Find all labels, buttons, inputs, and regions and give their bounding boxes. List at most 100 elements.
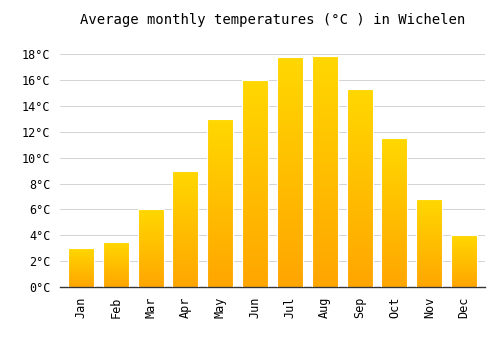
- Bar: [346, 141, 372, 143]
- Bar: [312, 144, 338, 146]
- Bar: [382, 250, 407, 251]
- Bar: [172, 257, 199, 258]
- Bar: [138, 244, 164, 245]
- Bar: [382, 193, 407, 195]
- Bar: [346, 214, 372, 216]
- Bar: [172, 239, 199, 240]
- Bar: [172, 222, 199, 223]
- Bar: [207, 245, 234, 247]
- Bar: [68, 254, 94, 255]
- Bar: [312, 254, 338, 257]
- Bar: [382, 280, 407, 281]
- Bar: [242, 82, 268, 84]
- Bar: [138, 210, 164, 211]
- Bar: [207, 226, 234, 228]
- Bar: [312, 252, 338, 254]
- Bar: [242, 101, 268, 103]
- Bar: [242, 138, 268, 140]
- Bar: [312, 56, 338, 58]
- Bar: [138, 280, 164, 281]
- Bar: [382, 164, 407, 165]
- Bar: [346, 285, 372, 287]
- Bar: [242, 153, 268, 155]
- Bar: [207, 153, 234, 154]
- Bar: [382, 155, 407, 156]
- Bar: [242, 241, 268, 244]
- Bar: [382, 247, 407, 248]
- Bar: [207, 235, 234, 237]
- Bar: [138, 242, 164, 243]
- Bar: [416, 274, 442, 275]
- Bar: [416, 272, 442, 273]
- Bar: [346, 113, 372, 115]
- Bar: [346, 232, 372, 233]
- Bar: [277, 64, 303, 66]
- Bar: [172, 230, 199, 231]
- Bar: [138, 272, 164, 273]
- Bar: [346, 95, 372, 97]
- Bar: [312, 90, 338, 93]
- Bar: [277, 236, 303, 239]
- Bar: [102, 271, 129, 272]
- Bar: [207, 134, 234, 136]
- Bar: [312, 109, 338, 111]
- Bar: [242, 260, 268, 262]
- Bar: [172, 175, 199, 176]
- Bar: [207, 195, 234, 196]
- Bar: [207, 225, 234, 226]
- Bar: [138, 252, 164, 253]
- Bar: [416, 271, 442, 272]
- Bar: [312, 273, 338, 275]
- Bar: [277, 69, 303, 71]
- Bar: [416, 253, 442, 254]
- Bar: [277, 87, 303, 89]
- Bar: [242, 80, 268, 82]
- Bar: [312, 125, 338, 127]
- Bar: [346, 210, 372, 212]
- Bar: [416, 247, 442, 248]
- Bar: [346, 241, 372, 244]
- Bar: [416, 285, 442, 286]
- Bar: [277, 275, 303, 278]
- Bar: [172, 201, 199, 202]
- Bar: [451, 240, 477, 241]
- Bar: [207, 169, 234, 171]
- Bar: [207, 257, 234, 258]
- Bar: [312, 162, 338, 164]
- Bar: [277, 167, 303, 170]
- Bar: [172, 197, 199, 198]
- Bar: [207, 215, 234, 216]
- Bar: [138, 246, 164, 247]
- Bar: [346, 275, 372, 277]
- Bar: [102, 248, 129, 249]
- Bar: [382, 257, 407, 259]
- Bar: [346, 115, 372, 117]
- Bar: [138, 265, 164, 266]
- Bar: [277, 190, 303, 193]
- Bar: [277, 165, 303, 167]
- Bar: [312, 225, 338, 227]
- Bar: [172, 281, 199, 282]
- Bar: [416, 277, 442, 278]
- Bar: [102, 243, 129, 244]
- Bar: [138, 227, 164, 228]
- Bar: [312, 211, 338, 213]
- Bar: [312, 58, 338, 60]
- Bar: [277, 172, 303, 174]
- Bar: [277, 211, 303, 213]
- Bar: [68, 264, 94, 265]
- Bar: [416, 270, 442, 271]
- Bar: [346, 176, 372, 178]
- Bar: [416, 223, 442, 224]
- Bar: [451, 275, 477, 276]
- Bar: [382, 150, 407, 152]
- Bar: [277, 147, 303, 149]
- Bar: [382, 217, 407, 219]
- Bar: [68, 251, 94, 252]
- Bar: [416, 232, 442, 233]
- Bar: [138, 256, 164, 257]
- Bar: [242, 165, 268, 167]
- Bar: [346, 245, 372, 247]
- Bar: [138, 239, 164, 240]
- Bar: [172, 238, 199, 239]
